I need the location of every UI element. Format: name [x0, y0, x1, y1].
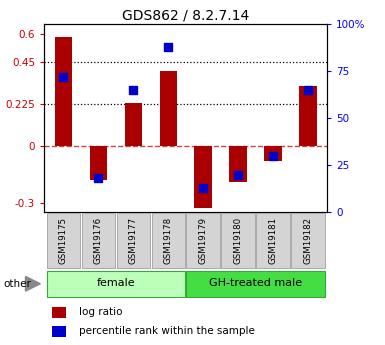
Bar: [90, 146, 107, 180]
FancyBboxPatch shape: [152, 213, 185, 268]
FancyBboxPatch shape: [82, 213, 115, 268]
Text: log ratio: log ratio: [79, 307, 123, 317]
Point: [200, 185, 206, 190]
Text: GSM19176: GSM19176: [94, 217, 103, 264]
Bar: [159, 71, 177, 146]
Polygon shape: [25, 276, 40, 291]
Point: [165, 44, 171, 49]
FancyBboxPatch shape: [256, 213, 290, 268]
Point: [270, 153, 276, 158]
Bar: [55, 37, 72, 146]
Text: female: female: [97, 278, 135, 288]
Bar: [229, 146, 247, 182]
Text: GSM19178: GSM19178: [164, 217, 173, 264]
Point: [60, 74, 67, 80]
Point: [305, 87, 311, 93]
Text: GSM19179: GSM19179: [199, 217, 208, 264]
Text: percentile rank within the sample: percentile rank within the sample: [79, 326, 255, 336]
Text: GSM19177: GSM19177: [129, 217, 138, 264]
Bar: [52, 326, 65, 337]
Text: GSM19182: GSM19182: [303, 217, 313, 264]
Bar: [125, 103, 142, 146]
FancyBboxPatch shape: [47, 213, 80, 268]
FancyBboxPatch shape: [186, 213, 220, 268]
FancyBboxPatch shape: [47, 270, 185, 297]
Text: GSM19181: GSM19181: [269, 217, 278, 264]
Point: [130, 87, 136, 93]
FancyBboxPatch shape: [117, 213, 150, 268]
FancyBboxPatch shape: [291, 213, 325, 268]
FancyBboxPatch shape: [221, 213, 255, 268]
Bar: [194, 146, 212, 208]
Text: GSM19180: GSM19180: [234, 217, 243, 264]
Bar: [299, 86, 317, 146]
Point: [95, 176, 102, 181]
Bar: [52, 307, 65, 318]
FancyBboxPatch shape: [186, 270, 325, 297]
Title: GDS862 / 8.2.7.14: GDS862 / 8.2.7.14: [122, 9, 249, 23]
Text: other: other: [4, 279, 32, 288]
Text: GH-treated male: GH-treated male: [209, 278, 302, 288]
Point: [235, 172, 241, 177]
Text: GSM19175: GSM19175: [59, 217, 68, 264]
Bar: [264, 146, 282, 161]
